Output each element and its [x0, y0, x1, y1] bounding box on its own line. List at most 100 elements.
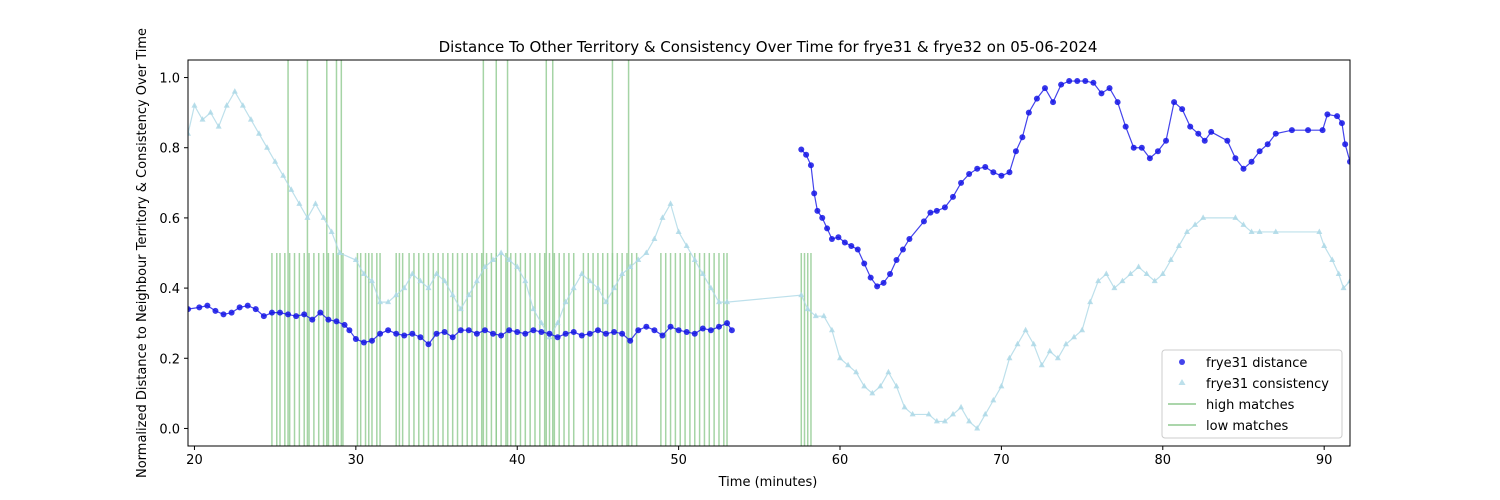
distance-point — [1240, 165, 1247, 172]
consistency-point — [1143, 270, 1150, 277]
distance-point — [220, 311, 227, 318]
consistency-point — [409, 270, 416, 277]
consistency-point — [1079, 326, 1086, 333]
distance-point — [824, 225, 831, 232]
consistency-point — [288, 186, 295, 192]
distance-point — [1224, 137, 1231, 144]
plot-area — [188, 60, 1350, 446]
distance-point — [1066, 78, 1073, 85]
consistency-point — [417, 277, 424, 284]
consistency-point — [385, 298, 392, 305]
consistency-point — [490, 256, 497, 263]
distance-point — [530, 327, 537, 334]
distance-point — [1232, 155, 1239, 162]
consistency-point — [554, 319, 561, 326]
consistency-point — [1071, 333, 1078, 340]
distance-point — [874, 283, 881, 290]
consistency-point — [958, 403, 965, 410]
distance-point — [360, 339, 367, 346]
consistency-point — [683, 242, 690, 248]
consistency-point — [393, 291, 400, 298]
distance-point — [811, 190, 818, 197]
distance-point — [1098, 90, 1105, 97]
distance-point — [244, 302, 251, 309]
distance-point — [1163, 137, 1170, 144]
distance-point — [1074, 78, 1081, 85]
distance-point — [927, 209, 934, 216]
consistency-point — [635, 256, 642, 263]
consistency-point — [1119, 277, 1126, 284]
distance-point — [260, 313, 267, 320]
distance-point — [1305, 127, 1312, 134]
distance-point — [196, 304, 203, 311]
consistency-point — [1087, 298, 1094, 305]
legend-label-low: low matches — [1206, 419, 1288, 434]
distance-point — [651, 327, 658, 334]
consistency-point — [966, 417, 973, 424]
distance-point — [807, 162, 814, 169]
consistency-point — [578, 270, 585, 277]
distance-point — [958, 179, 965, 186]
distance-point — [1130, 144, 1137, 151]
y-tick-label: 0.8 — [159, 142, 180, 157]
distance-point — [498, 332, 505, 339]
distance-point — [933, 207, 940, 214]
consistency-point — [643, 249, 650, 255]
consistency-point — [538, 319, 545, 326]
consistency-point — [982, 410, 989, 417]
distance-point — [554, 334, 561, 341]
distance-point — [724, 320, 731, 327]
distance-point — [538, 328, 545, 335]
consistency-point — [861, 382, 868, 389]
distance-point — [941, 204, 948, 211]
consistency-point — [320, 214, 327, 220]
distance-point — [841, 239, 848, 246]
distance-point — [1272, 130, 1279, 137]
distance-point — [627, 337, 634, 344]
consistency-point — [691, 256, 698, 263]
distance-point — [803, 151, 810, 158]
distance-point — [691, 330, 698, 337]
consistency-point — [1014, 340, 1021, 347]
distance-point — [1154, 148, 1161, 155]
consistency-point — [312, 200, 319, 206]
consistency-point — [586, 277, 593, 284]
distance-point — [1338, 120, 1345, 127]
distance-point — [990, 169, 997, 176]
consistency-point — [1316, 228, 1323, 234]
distance-point — [675, 327, 682, 334]
chart-title: Distance To Other Territory & Consistenc… — [439, 38, 1098, 56]
distance-point — [425, 341, 432, 348]
distance-point — [385, 327, 392, 334]
consistency-point — [901, 403, 908, 410]
distance-point — [1347, 158, 1350, 165]
consistency-point — [360, 270, 367, 277]
consistency-point — [667, 200, 674, 206]
distance-point — [854, 246, 861, 253]
distance-point — [212, 307, 219, 314]
distance-point — [867, 274, 874, 281]
consistency-point — [1135, 263, 1142, 270]
consistency-point — [611, 284, 618, 291]
distance-point — [1208, 128, 1215, 135]
consistency-point — [465, 291, 472, 298]
consistency-point — [933, 417, 940, 424]
y-tick-label: 1.0 — [159, 72, 180, 87]
distance-point — [966, 171, 973, 178]
y-axis-label: Normalized Distance to Neighbour Territo… — [135, 28, 150, 478]
legend-label-distance: frye31 distance — [1206, 356, 1307, 371]
consistency-point — [1030, 340, 1037, 347]
distance-point — [1201, 137, 1208, 144]
consistency-point — [715, 298, 722, 305]
distance-point — [707, 327, 714, 334]
distance-point — [276, 309, 283, 316]
consistency-point — [304, 214, 311, 220]
distance-point — [1033, 95, 1040, 102]
distance-point — [325, 316, 332, 323]
consistency-point — [707, 284, 714, 291]
consistency-point — [602, 298, 609, 305]
distance-point — [301, 311, 308, 318]
consistency-point — [699, 270, 706, 277]
consistency-point — [659, 214, 666, 220]
consistency-point — [828, 326, 835, 333]
